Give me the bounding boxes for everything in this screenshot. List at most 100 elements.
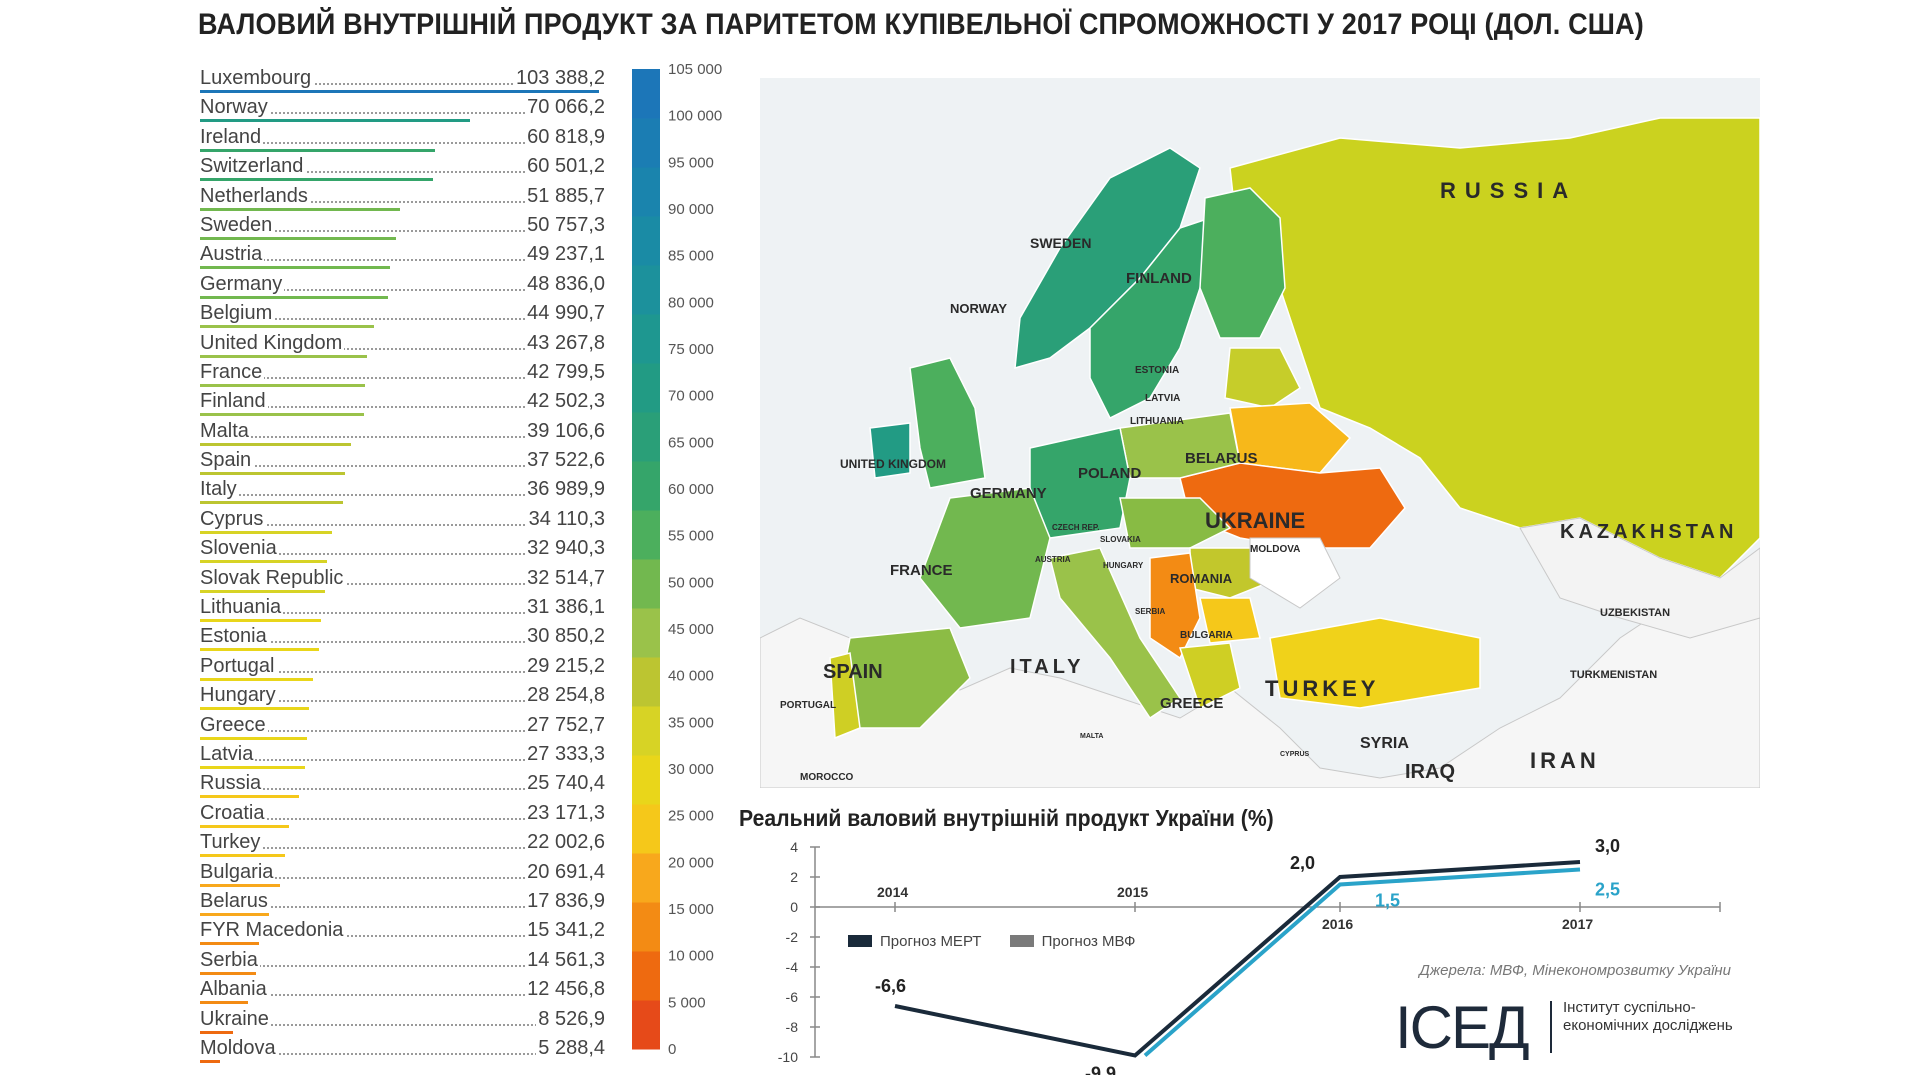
map-label-bulgaria: BULGARIA <box>1180 630 1233 641</box>
map-label-serbia: SERBIA <box>1135 607 1165 616</box>
ua-chart-canvas: 4 2 0 -2 -4 -6 -8 -10 2014 2015 2016 2017 -6,6 -9,9 2,… <box>778 836 1721 1075</box>
leader-dots <box>200 171 605 174</box>
country-row: Russia 25 740,4 <box>200 771 605 800</box>
color-scale: 105 000 100 000 95 000 90 000 85 000 80 000 75… <box>632 64 722 1054</box>
country-value: 23 171,3 <box>525 800 605 825</box>
gdp-bar <box>200 765 306 769</box>
map-ireland <box>869 422 911 479</box>
scale-segment <box>632 559 660 609</box>
europe-gdp-map: RUSSIA KAZAKHSTAN UZBEKISTAN TURKMENISTA… <box>760 78 1760 788</box>
map-baltics <box>1224 347 1301 409</box>
country-name: Sweden <box>200 212 275 237</box>
scale-tick-label: 60 000 <box>668 481 714 498</box>
x-tick-label: 2014 <box>877 884 908 900</box>
leader-dots <box>200 229 605 232</box>
gdp-bar <box>200 266 390 270</box>
y-tick-label: 2 <box>790 869 798 885</box>
scale-segment <box>632 951 660 1001</box>
country-name: Spain <box>200 448 254 473</box>
leader-dots <box>200 523 605 526</box>
scale-tick-label: 65 000 <box>668 434 714 451</box>
map-label-sweden: SWEDEN <box>1030 235 1091 251</box>
country-name: Bulgaria <box>200 859 276 884</box>
map-label-moldova: MOLDOVA <box>1250 544 1300 555</box>
scale-tick-label: 45 000 <box>668 621 714 638</box>
map-bulgaria <box>1199 597 1261 644</box>
leader-dots <box>200 905 605 908</box>
scale-segment <box>632 657 660 707</box>
map-label-turkmenistan: TURKMENISTAN <box>1570 669 1657 681</box>
scale-tick-label: 40 000 <box>668 668 714 685</box>
scale-tick-label: 10 000 <box>668 948 714 965</box>
country-row: Finland 42 502,3 <box>200 389 605 418</box>
gdp-bar <box>200 178 434 182</box>
country-name: Norway <box>200 95 270 120</box>
map-label-romania: ROMANIA <box>1170 571 1233 586</box>
country-value: 44 990,7 <box>525 301 605 326</box>
map-label-lithuania: LITHUANIA <box>1130 416 1184 427</box>
country-name: Estonia <box>200 624 269 649</box>
leader-dots <box>200 435 605 438</box>
gdp-bar <box>200 207 401 211</box>
country-value: 22 002,6 <box>525 830 605 855</box>
map-finland <box>1199 187 1286 339</box>
map-turkey <box>1269 617 1481 709</box>
mert-forecast-line <box>894 860 1581 1058</box>
country-value: 103 388,2 <box>514 66 605 90</box>
y-tick-label: -4 <box>786 959 799 975</box>
country-name: Russia <box>200 771 264 796</box>
country-name: Netherlands <box>200 183 310 208</box>
scale-segment <box>632 706 660 756</box>
map-black-sea <box>1249 537 1341 609</box>
gdp-bar <box>200 413 364 417</box>
map-label-turkey: TURKEY <box>1265 676 1379 701</box>
map-label-morocco: MOROCCO <box>800 772 854 783</box>
country-value: 36 989,9 <box>525 477 605 502</box>
scale-tick-label: 35 000 <box>668 714 714 731</box>
country-row: Lithuania 31 386,1 <box>200 595 605 624</box>
map-central-europe <box>1119 497 1232 549</box>
logo-text: Інститут суспільно-економічних досліджен… <box>1563 999 1733 1034</box>
x-tick-label: 2015 <box>1117 884 1148 900</box>
gdp-bar <box>200 383 366 387</box>
country-value: 31 386,1 <box>525 595 605 620</box>
map-label-poland: POLAND <box>1078 465 1142 482</box>
gdp-bar <box>200 1030 233 1034</box>
country-row: Cyprus 34 110,3 <box>200 506 605 536</box>
country-row: Ireland 60 818,9 <box>200 124 605 154</box>
country-value: 28 254,8 <box>525 683 605 708</box>
country-row: Croatia 23 171,3 <box>200 800 605 830</box>
map-france <box>919 487 1051 629</box>
mert-data-label: 2,0 <box>1290 853 1315 873</box>
leader-dots <box>200 376 605 379</box>
country-row: France 42 799,5 <box>200 359 605 389</box>
gdp-bar <box>200 560 328 564</box>
country-name: Moldova <box>200 1035 278 1060</box>
leader-dots <box>200 935 605 938</box>
scale-tick-label: 0 <box>668 1041 676 1054</box>
legend-swatch-mert <box>848 935 872 948</box>
country-value: 8 526,9 <box>536 1006 605 1031</box>
country-name: Ukraine <box>200 1006 271 1031</box>
scale-segment <box>632 363 660 413</box>
country-row: Luxembourg 103 388,2 <box>200 66 605 95</box>
legend-swatch-imf <box>1009 935 1034 948</box>
country-row: FYR Macedonia 15 341,2 <box>200 918 605 947</box>
scale-segment <box>632 265 660 315</box>
country-name: Malta <box>200 418 251 443</box>
y-tick-label: 4 <box>790 839 798 855</box>
gdp-bar <box>200 325 374 329</box>
map-label-italy: ITALY <box>1010 656 1084 678</box>
map-united-kingdom <box>909 357 986 489</box>
gdp-bar <box>200 795 300 799</box>
map-label-cyprus: CYPRUS <box>1280 751 1310 758</box>
page-title: ВАЛОВИЙ ВНУТРІШНІЙ ПРОДУКТ ЗА ПАРИТЕТОМ … <box>198 8 1644 41</box>
country-value: 32 940,3 <box>525 536 605 561</box>
map-label-uzbekistan: UZBEKISTAN <box>1600 607 1670 619</box>
country-row: Slovak Republic 32 514,7 <box>200 565 605 595</box>
leader-dots <box>200 582 605 585</box>
map-label-belarus: BELARUS <box>1185 450 1258 467</box>
country-name: Latvia <box>200 741 256 766</box>
country-value: 5 288,4 <box>536 1035 605 1060</box>
map-label-russia: RUSSIA <box>1440 178 1577 203</box>
